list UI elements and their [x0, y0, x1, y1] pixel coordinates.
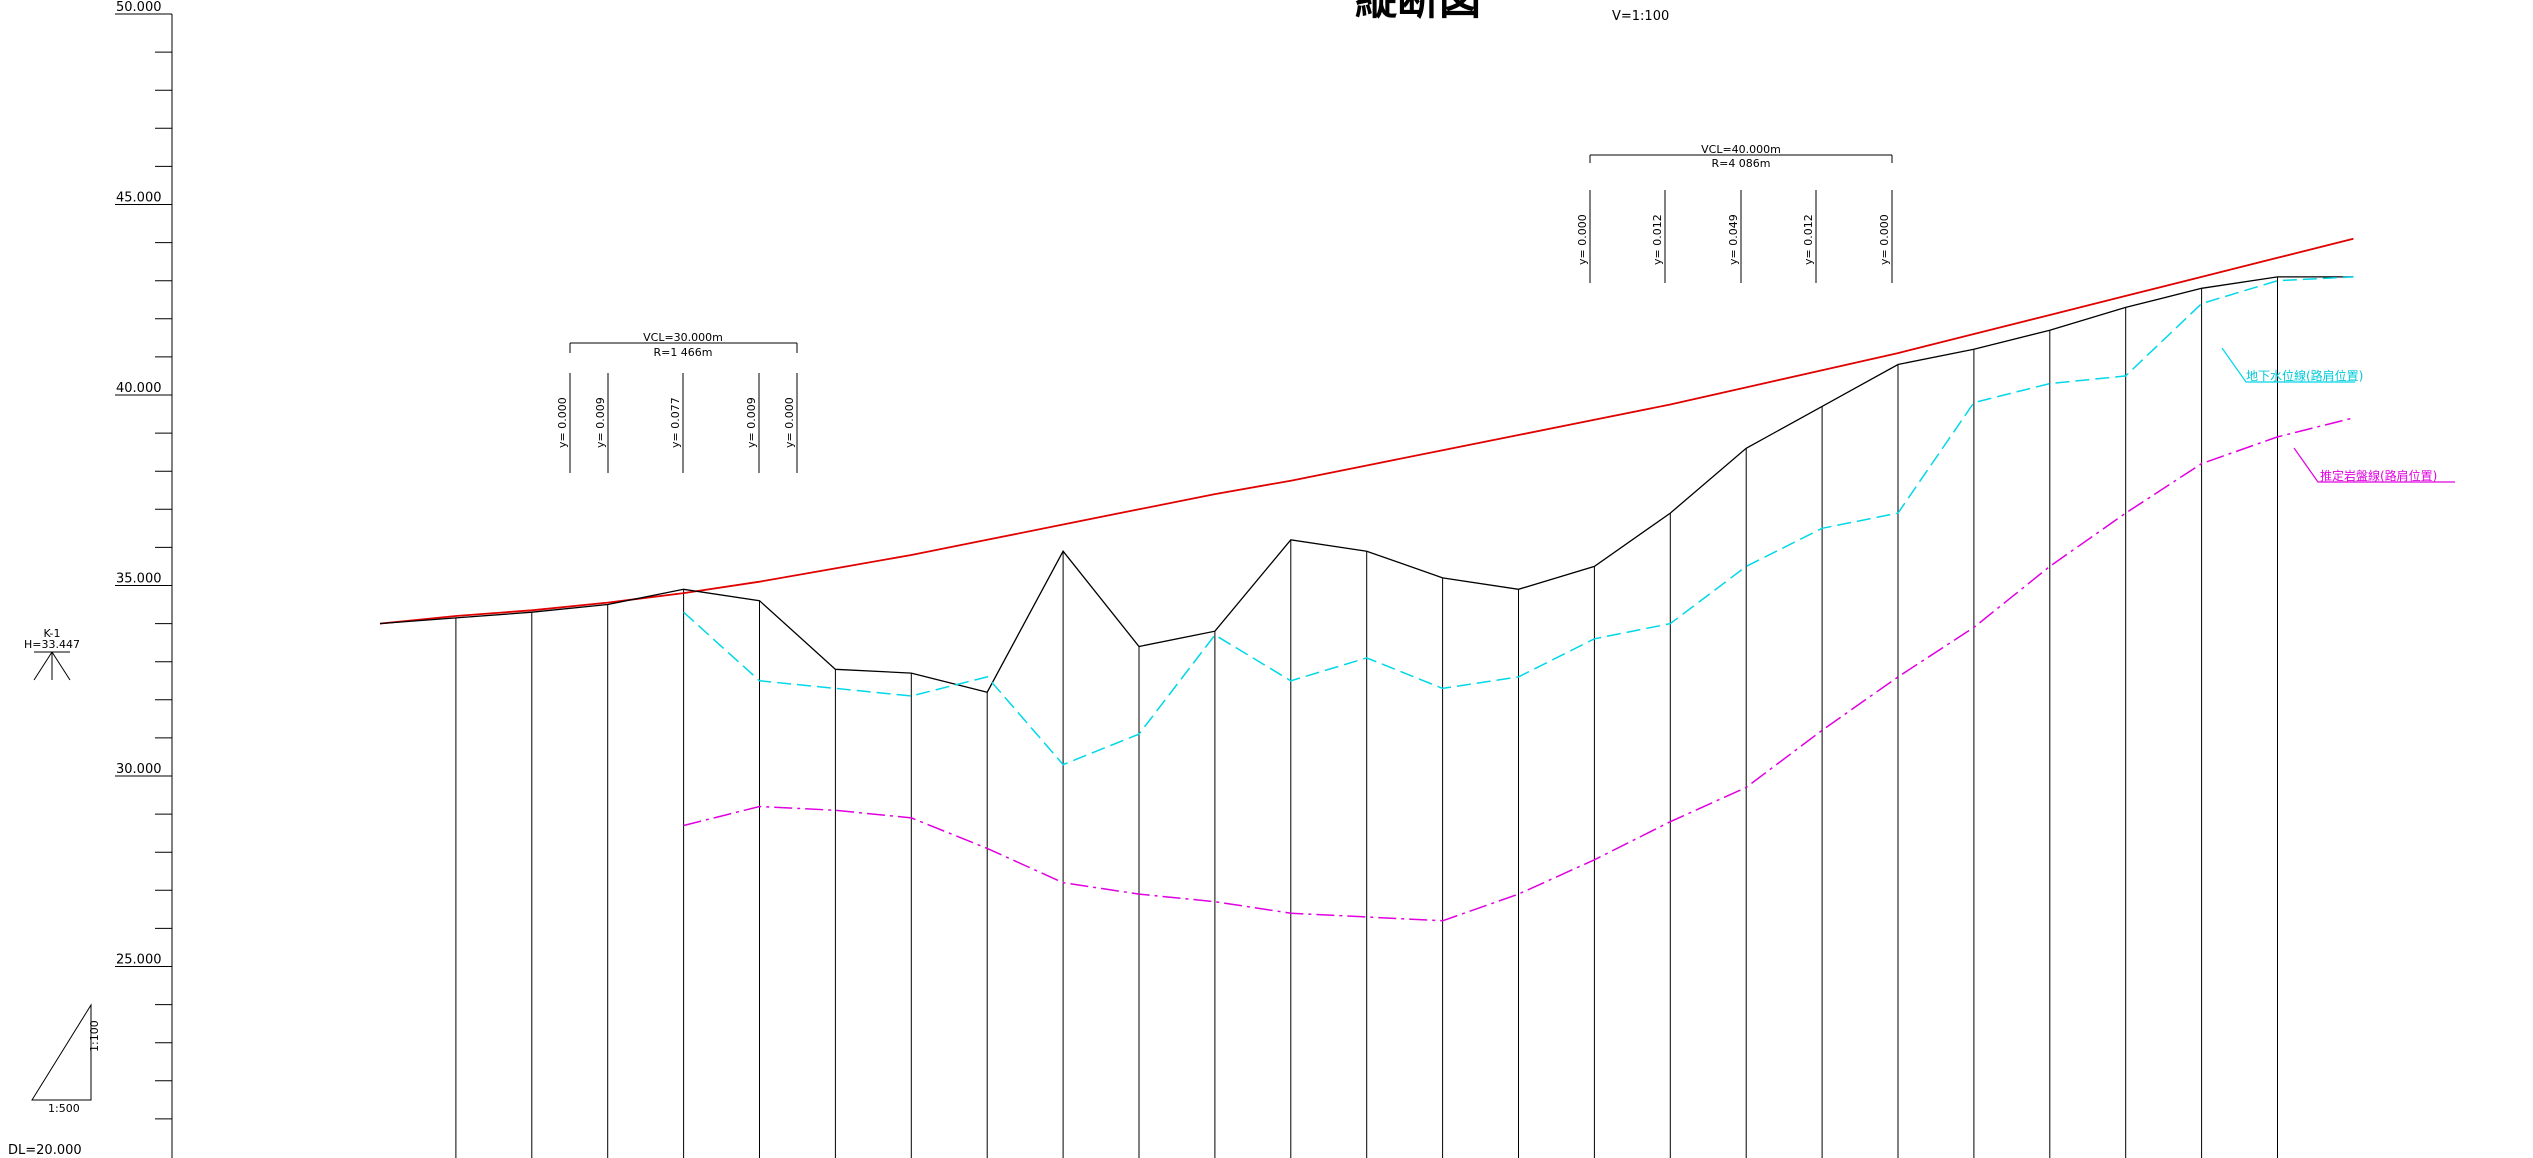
curve-offset-label: y= 0.012 [1802, 214, 1815, 265]
rock-callout: 推定岩盤線(路肩位置) [2293, 447, 2455, 483]
slope-horizontal-label: 1:500 [48, 1102, 80, 1115]
elevation-tick-label: 45.000 [116, 191, 162, 206]
slope-vertical-label: 1:100 [88, 1020, 101, 1052]
vcl-label-2: VCL=40.000m [1701, 143, 1781, 156]
curve-offset-label: y= 0.009 [745, 397, 758, 448]
datum-label: DL=20.000 [8, 1143, 82, 1158]
curve-offset-label: y= 0.012 [1651, 214, 1664, 265]
curve-offset-label: y= 0.077 [669, 397, 682, 448]
elevation-tick-label: 40.000 [116, 381, 162, 396]
radius-label-2: R=4 086m [1711, 157, 1770, 170]
vertical-scale-label: V=1:100 [1612, 9, 1669, 24]
curve-offset-label: y= 0.000 [1878, 214, 1891, 265]
curve-offset-label: y= 0.000 [1576, 214, 1589, 265]
rock-label: 推定岩盤線(路肩位置) [2320, 468, 2437, 483]
vertical-curve-1: VCL=30.000m R=1 466m y= 0.000 y= 0.009 y= … [556, 331, 798, 473]
benchmark-marker: K-1 H=33.447 [24, 627, 80, 681]
slope-legend: 1:100 1:500 [31, 1003, 101, 1115]
groundwater-callout: 地下水位線(路肩位置) [2221, 347, 2363, 383]
station-lines [455, 276, 2278, 1158]
vcl-label-1: VCL=30.000m [643, 331, 723, 344]
elevation-tick-label: 50.000 [116, 0, 162, 15]
drawing-title: 縦断図 [1355, 0, 1481, 24]
curve-offset-label: y= 0.000 [556, 397, 569, 448]
curve-offset-label: y= 0.000 [783, 397, 796, 448]
elevation-tick-label: 35.000 [116, 572, 162, 587]
groundwater-line [683, 276, 2354, 766]
curve-offset-label: y= 0.009 [594, 397, 607, 448]
elevation-tick-label: 30.000 [116, 762, 162, 777]
elevation-tick-label: 25.000 [116, 953, 162, 968]
profile-lines [379, 237, 2354, 922]
radius-label-1: R=1 466m [653, 346, 712, 359]
plan-grade-line [379, 237, 2354, 625]
groundwater-label: 地下水位線(路肩位置) [2246, 368, 2363, 383]
elevation-axis: 50.000 45.000 40.000 35.000 30.000 25.000 [115, 0, 173, 1158]
benchmark-name: K-1 [43, 627, 60, 640]
ground-line [379, 276, 2354, 693]
benchmark-height: H=33.447 [24, 638, 80, 651]
curve-offset-label: y= 0.049 [1727, 214, 1740, 265]
vertical-curve-2: VCL=40.000m R=4 086m y= 0.000 y= 0.012 y= … [1576, 143, 1893, 283]
estimated-rock-line [683, 417, 2354, 922]
